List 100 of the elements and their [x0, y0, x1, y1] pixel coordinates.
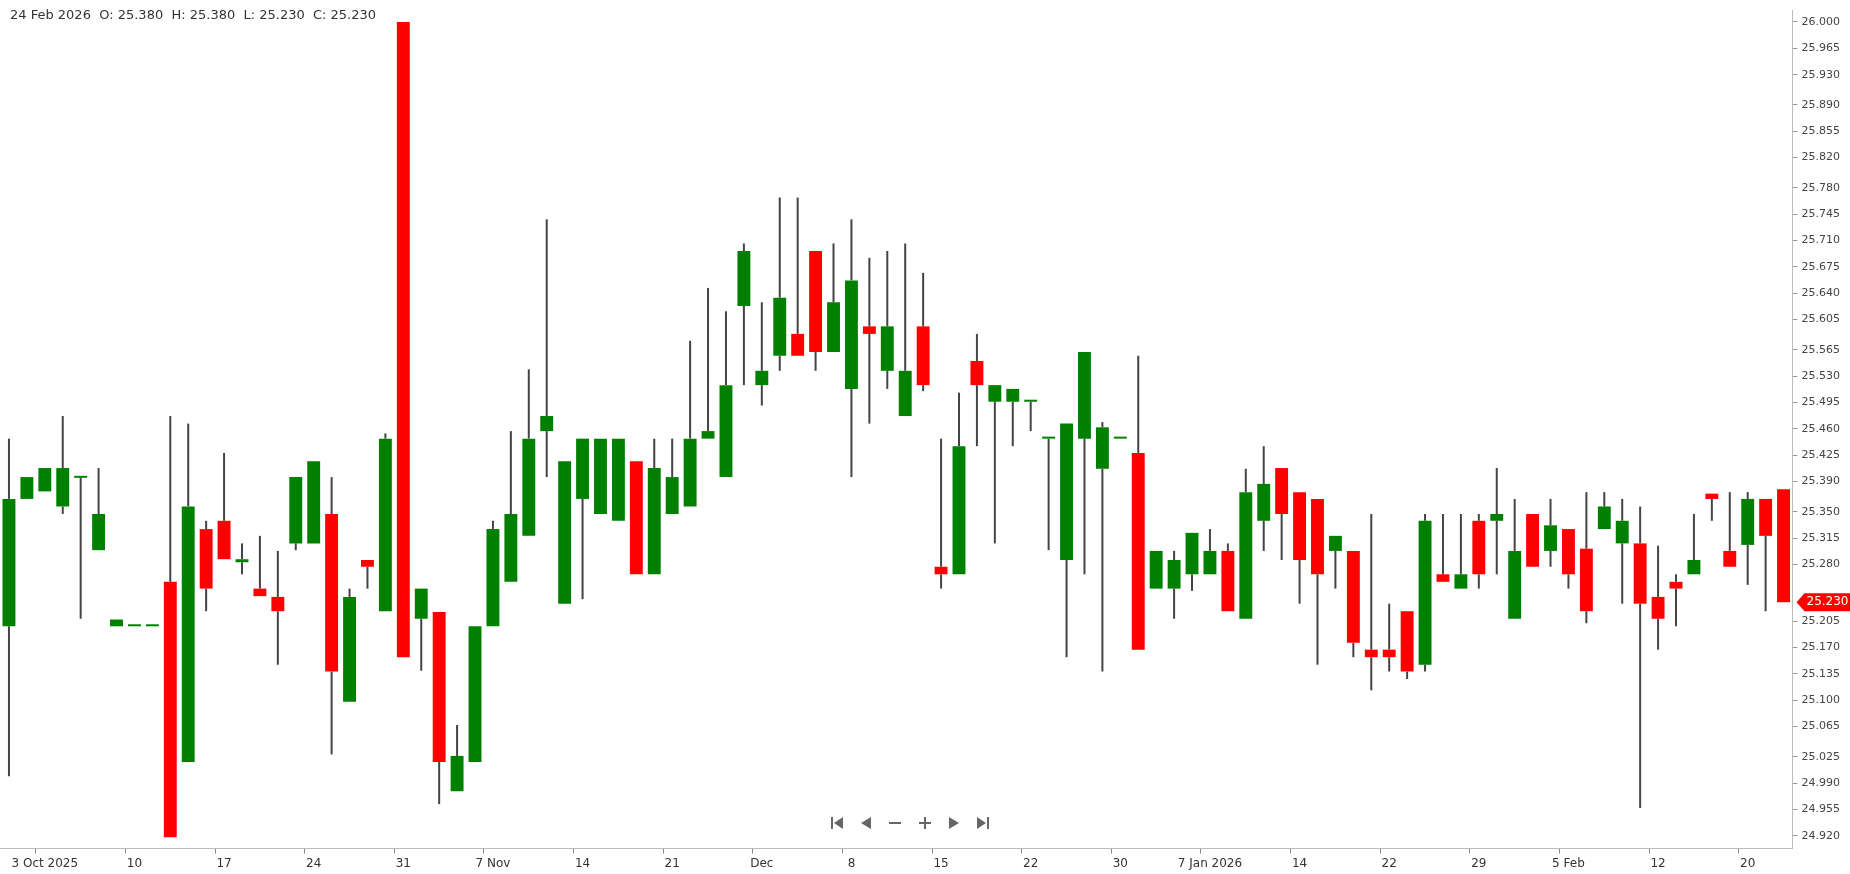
- candlestick: [343, 588, 356, 702]
- y-tick-label: 25.780: [1801, 180, 1841, 194]
- candlestick: [1131, 355, 1145, 650]
- candlestick: [1293, 492, 1307, 604]
- candlestick: [1741, 492, 1755, 585]
- x-tick-label: 15: [933, 855, 949, 870]
- y-tick-label: 24.920: [1801, 828, 1841, 842]
- candlestick: [1579, 492, 1593, 624]
- candlestick: [1454, 514, 1468, 589]
- x-tick-label: 10: [126, 855, 143, 870]
- y-tick-label: 25.745: [1801, 206, 1841, 220]
- y-tick-label: 25.460: [1801, 421, 1841, 435]
- candlestick: [1400, 611, 1414, 680]
- candlestick: [1508, 498, 1522, 619]
- candlestick: [396, 21, 410, 658]
- candlestick: [289, 477, 303, 551]
- x-tick-label: 3 Oct 2025: [11, 855, 79, 870]
- candlestick: [1221, 543, 1235, 612]
- candlestick: [755, 302, 769, 406]
- candlestick: [1723, 492, 1737, 567]
- candlestick: [1382, 603, 1396, 672]
- y-tick-label: 25.315: [1801, 530, 1841, 544]
- y-tick-label: 25.065: [1801, 719, 1841, 733]
- y-tick-label: 25.710: [1801, 233, 1841, 247]
- candlestick: [701, 287, 715, 439]
- candlestick: [629, 461, 643, 575]
- candlestick: [1472, 514, 1486, 589]
- candlestick: [1759, 498, 1773, 612]
- x-tick-label: 8: [847, 855, 856, 870]
- x-tick-label: 24: [306, 855, 322, 870]
- candlestick: [181, 423, 195, 762]
- x-tick-label: 30: [1112, 855, 1128, 870]
- candlestick: [127, 624, 141, 627]
- y-tick-label: 25.820: [1801, 150, 1841, 164]
- y-tick-label: 25.135: [1801, 666, 1841, 680]
- candlestick: [1239, 468, 1253, 619]
- candlestick: [450, 725, 464, 792]
- candlestick: [163, 416, 177, 838]
- y-tick-label: 25.280: [1801, 557, 1841, 571]
- candlestick: [683, 340, 697, 507]
- candlestick: [952, 392, 966, 575]
- y-tick-label: 25.605: [1801, 312, 1841, 326]
- candlestick: [970, 333, 984, 447]
- candlestick: [1633, 506, 1647, 808]
- candlestick: [1060, 423, 1073, 658]
- candlestick: [1436, 514, 1450, 582]
- candlestick: [862, 257, 876, 424]
- y-tick-label: 25.350: [1801, 504, 1841, 518]
- candlestick: [594, 438, 607, 514]
- candlestick: [145, 624, 159, 627]
- x-tick-label: 17: [216, 855, 232, 870]
- candlestick: [1597, 492, 1611, 530]
- y-tick-label: 25.930: [1801, 67, 1841, 81]
- y-tick-label: 25.530: [1801, 368, 1841, 382]
- candlestick: [1078, 351, 1091, 575]
- candlestick: [1149, 550, 1163, 589]
- candlestick: [1526, 514, 1540, 567]
- candlestick: [1257, 446, 1271, 551]
- y-tick-label: 24.990: [1801, 775, 1841, 789]
- candlestick: [486, 520, 500, 627]
- candlestick: [1561, 529, 1575, 589]
- candlestick: [307, 461, 321, 544]
- candlestick: [20, 477, 34, 499]
- candlestick: [378, 433, 392, 612]
- y-tick-label: 25.390: [1801, 474, 1841, 488]
- candlestick: [1275, 468, 1289, 560]
- y-tick-label: 25.425: [1801, 448, 1841, 462]
- y-tick-label: 25.205: [1801, 613, 1841, 627]
- x-tick-label: 29: [1471, 855, 1487, 870]
- candlestick: [1705, 493, 1719, 521]
- candlestick: [1544, 498, 1557, 567]
- y-tick-label: 25.890: [1801, 97, 1841, 111]
- candlestick: [576, 438, 590, 600]
- candlestick: [432, 611, 446, 805]
- candlestick: [38, 468, 52, 492]
- candlestick: [325, 477, 339, 755]
- candlestick: [880, 251, 894, 389]
- candlestick: [1418, 514, 1432, 672]
- candlestick: [665, 438, 679, 514]
- candlestick: [1006, 388, 1020, 447]
- candlestick: [898, 243, 912, 417]
- candlestick: [737, 243, 751, 386]
- candlestick: [522, 369, 536, 536]
- text: 25.230: [1806, 594, 1849, 609]
- y-tick-label: 25.025: [1801, 749, 1841, 763]
- candlestick: [217, 452, 231, 560]
- candlestick: [1346, 550, 1360, 658]
- candlestick: [1490, 468, 1504, 575]
- candlestick: [1777, 489, 1790, 603]
- y-tick-label: 26.000: [1801, 14, 1841, 28]
- y-tick-label: 25.100: [1801, 693, 1841, 706]
- candlestick: [1167, 550, 1181, 619]
- x-tick-label: 14: [574, 855, 591, 870]
- candlestick: [414, 588, 428, 671]
- candlestick: [271, 550, 285, 665]
- chart-title: 24 Feb 2026 O: 25.380 H: 25.380 L: 25.230 C: 25.230: [10, 7, 377, 23]
- candlestick: [2, 438, 16, 777]
- candlestick: [540, 219, 554, 478]
- candlestick: [92, 468, 106, 551]
- x-tick-label: 31: [395, 855, 411, 870]
